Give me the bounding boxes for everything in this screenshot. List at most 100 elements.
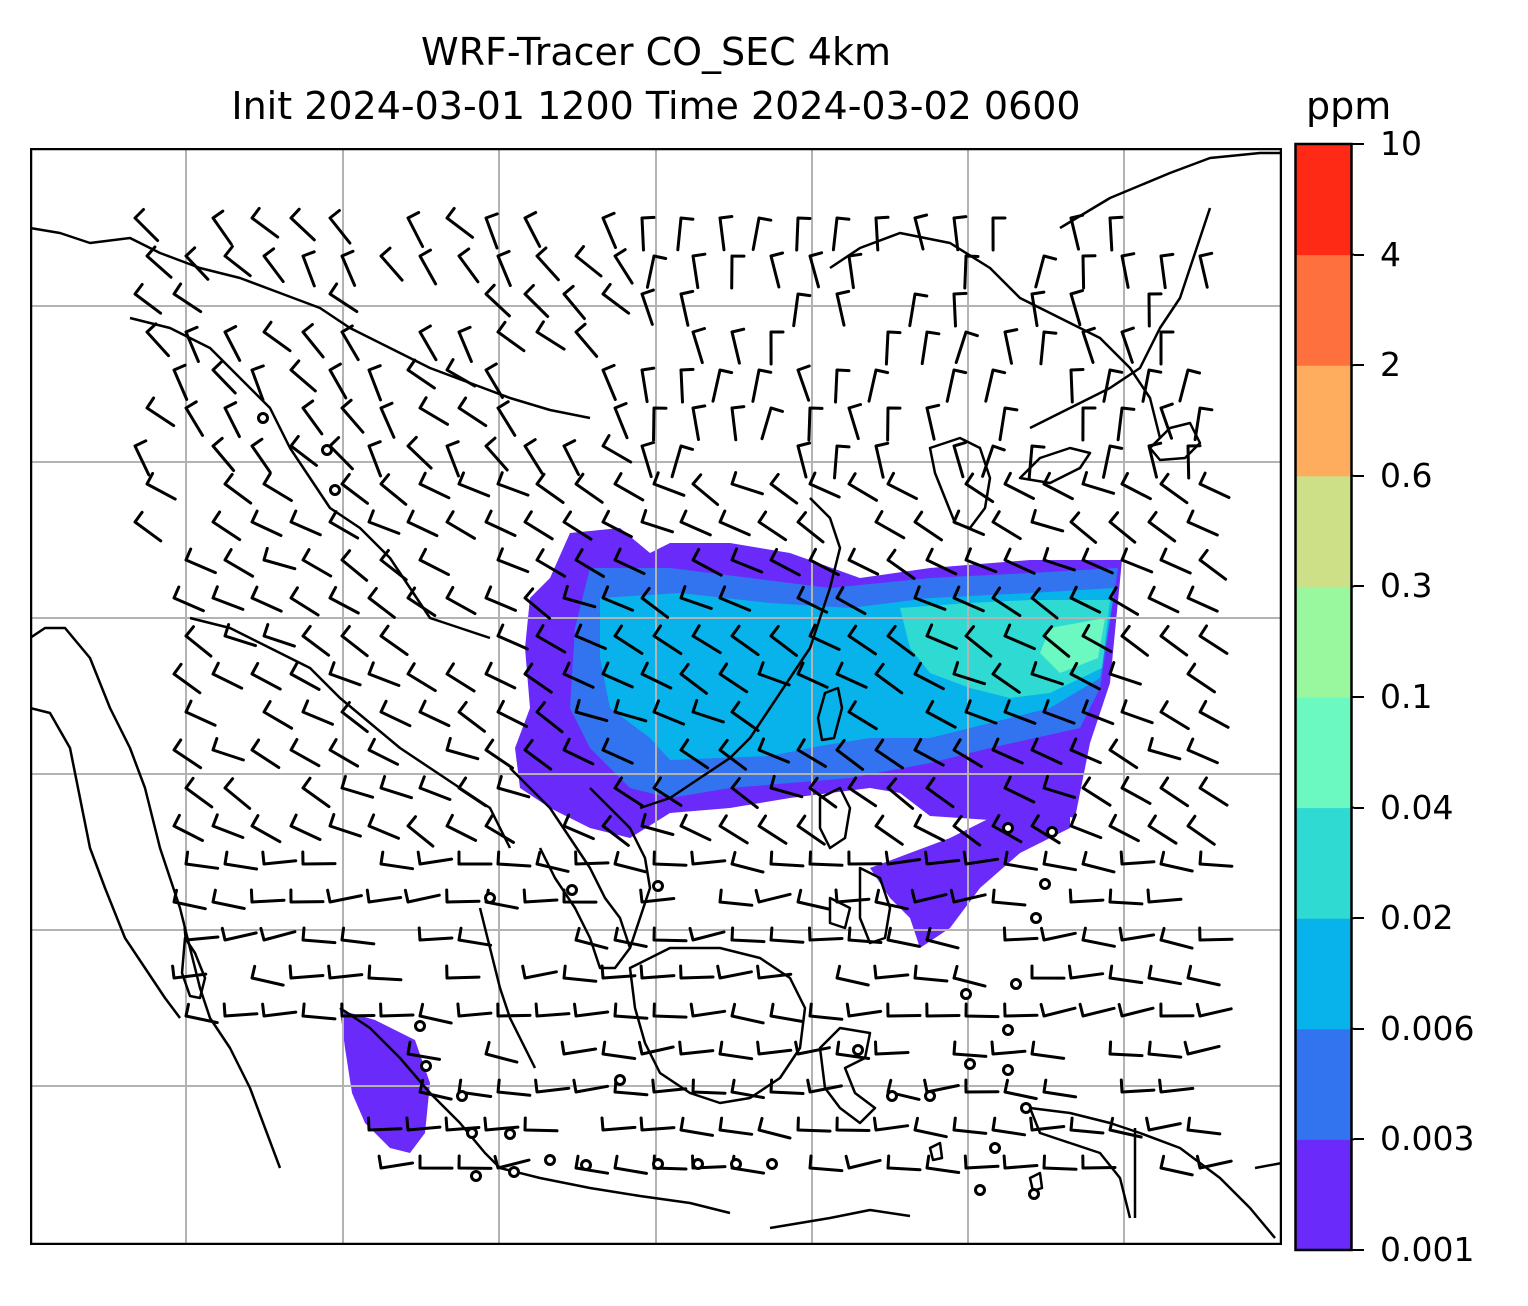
wind-barb — [949, 888, 987, 904]
calm-marker — [886, 1090, 898, 1102]
colorbar-segment — [1296, 365, 1352, 477]
wind-barb — [670, 444, 694, 479]
wind-barb — [403, 888, 441, 904]
wind-barb — [730, 471, 764, 496]
wind-barb — [523, 587, 552, 620]
wind-barb — [718, 662, 749, 694]
wind-barb — [913, 510, 943, 542]
wind-barb — [1159, 472, 1189, 505]
wind-barb — [328, 510, 360, 540]
wind-barb — [288, 964, 325, 980]
wind-barb — [691, 699, 725, 724]
wind-barb — [1120, 547, 1154, 574]
calm-marker — [960, 988, 972, 1000]
wind-barb — [406, 358, 436, 390]
wind-barb — [445, 206, 474, 239]
wind-barb — [523, 284, 550, 318]
wind-barb — [484, 738, 514, 770]
wind-barb — [925, 547, 958, 576]
wind-barb — [808, 1002, 844, 1021]
wind-barb — [172, 888, 207, 911]
wind-barb — [751, 216, 773, 251]
wind-barb — [847, 850, 883, 866]
wind-barb — [1198, 850, 1234, 868]
wind-barb — [1147, 585, 1180, 614]
colorbar-tick-label: 0.006 — [1380, 1008, 1475, 1048]
wind-barb — [867, 368, 890, 403]
wind-barb — [535, 548, 567, 578]
wind-barb — [808, 926, 844, 942]
wind-barb — [211, 813, 245, 839]
wind-barb — [1081, 406, 1097, 442]
wind-barb — [340, 1002, 376, 1018]
wind-barb — [679, 289, 695, 327]
gridlines — [30, 148, 1282, 1245]
wind-barb — [601, 211, 617, 249]
wind-barb — [718, 738, 748, 771]
wind-barb — [522, 888, 559, 904]
wind-barb — [574, 850, 610, 866]
wind-barb — [757, 661, 791, 687]
wind-barb — [379, 775, 413, 800]
wind-barb — [613, 699, 648, 723]
wind-barb — [1195, 1002, 1233, 1018]
wind-barb — [718, 1116, 754, 1136]
wind-barb — [652, 776, 683, 807]
wind-barb — [691, 1078, 727, 1095]
wind-barb — [991, 888, 1027, 907]
calm-marker — [1002, 822, 1014, 834]
map-frame — [30, 148, 1282, 1245]
wind-barb — [1183, 1040, 1221, 1056]
colorbar-tick-label: 0.3 — [1380, 566, 1433, 606]
wind-barb — [1081, 254, 1097, 290]
wind-barb — [1030, 587, 1059, 620]
wind-barb — [1042, 1078, 1078, 1099]
wind-barb — [1030, 509, 1065, 533]
wind-barb — [172, 662, 202, 695]
wind-barb — [1081, 471, 1116, 495]
wind-barb — [535, 850, 570, 873]
wind-barb — [873, 964, 910, 980]
colorbar-segment — [1296, 254, 1352, 366]
wind-barb — [367, 440, 382, 478]
wind-barb — [1081, 547, 1114, 575]
wind-barb — [676, 216, 695, 252]
wind-barb — [457, 776, 488, 808]
wind-barb — [328, 585, 360, 615]
wind-barb — [925, 699, 957, 729]
wind-barb — [457, 700, 486, 733]
wind-barb — [874, 441, 890, 479]
wind-barb — [484, 283, 511, 318]
wind-barb — [769, 330, 785, 366]
wind-barb — [496, 1078, 532, 1097]
wind-barb — [250, 661, 282, 691]
wind-barb — [560, 1040, 598, 1056]
wind-barb — [640, 812, 675, 836]
wind-barb — [964, 1078, 1000, 1094]
wind-barb — [301, 776, 331, 809]
wind-barb — [769, 547, 801, 577]
calm-marker — [456, 1090, 468, 1102]
calm-marker — [414, 1020, 426, 1032]
wind-barb — [367, 813, 400, 840]
wind-barb — [845, 1002, 883, 1018]
wind-barb — [367, 509, 401, 535]
wind-barb — [613, 776, 644, 807]
wind-barb — [523, 438, 544, 475]
wind-barb — [613, 402, 629, 440]
wind-barb — [1069, 213, 1085, 251]
wind-barb — [457, 325, 473, 363]
wind-barb — [184, 625, 213, 658]
wind-barb — [874, 814, 904, 846]
wind-barb — [718, 888, 754, 907]
wind-barb — [262, 700, 294, 730]
wind-barb — [535, 320, 566, 351]
wind-barb — [1116, 406, 1136, 442]
wind-barb — [886, 1002, 922, 1018]
wind-barb — [679, 738, 710, 770]
wind-barb — [223, 777, 252, 810]
wind-barb — [601, 815, 630, 847]
wind-barb — [640, 661, 673, 690]
wind-barb — [925, 776, 955, 809]
wind-barb — [184, 699, 217, 727]
